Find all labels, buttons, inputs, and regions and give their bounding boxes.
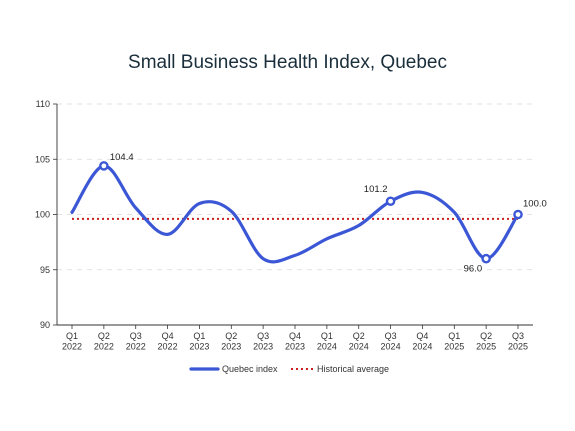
data-label: 100.0 — [523, 199, 547, 210]
y-tick-label: 95 — [40, 265, 50, 275]
legend: Quebec index Historical average — [189, 364, 389, 374]
data-label: 104.4 — [110, 152, 134, 163]
chart-title: Small Business Health Index, Quebec — [128, 52, 447, 73]
data-point-marker — [385, 196, 396, 207]
x-tick-label: Q2 2023 — [221, 331, 241, 352]
legend-label-quebec-index: Quebec index — [222, 364, 278, 374]
data-label: 101.2 — [364, 184, 388, 195]
data-point-marker — [481, 253, 491, 264]
x-tick-label: Q4 2022 — [158, 331, 178, 352]
grid-lines — [57, 103, 533, 271]
x-tick-label: Q3 2025 — [508, 331, 528, 352]
x-tick-label: Q1 2025 — [444, 331, 464, 352]
x-tick-label: Q1 2024 — [317, 331, 337, 352]
data-labels: 104.4 101.2 96.0 100.0 — [110, 152, 547, 275]
y-tick-label: 90 — [40, 320, 50, 330]
legend-label-historical-average: Historical average — [317, 364, 389, 374]
x-tick-label: Q1 2023 — [189, 331, 209, 352]
y-axis-ticks: 90 95 100 105 110 — [35, 99, 50, 330]
quebec-index-line — [70, 164, 520, 264]
x-tick-label: Q4 2023 — [285, 331, 305, 352]
x-axis-ticks: Q1 2022 Q2 2022 Q3 2022 Q4 2022 Q1 2023 Q2 2023 Q3 20… — [62, 331, 528, 352]
x-tick-label: Q2 2025 — [476, 331, 496, 352]
x-tick-label: Q3 2024 — [381, 331, 401, 352]
y-tick-label: 105 — [35, 154, 50, 164]
axes — [53, 103, 533, 329]
x-tick-label: Q2 2022 — [94, 331, 114, 352]
y-tick-label: 100 — [35, 210, 50, 220]
x-tick-label: Q4 2024 — [412, 331, 432, 352]
data-label: 96.0 — [464, 264, 483, 275]
x-tick-label: Q1 2022 — [62, 331, 82, 352]
x-tick-label: Q3 2022 — [126, 331, 146, 352]
y-tick-label: 110 — [36, 99, 50, 109]
x-tick-label: Q2 2024 — [349, 331, 369, 352]
data-point-marker — [513, 209, 523, 220]
data-point-marker — [99, 161, 109, 171]
series — [70, 161, 523, 264]
x-tick-label: Q3 2023 — [253, 331, 273, 352]
